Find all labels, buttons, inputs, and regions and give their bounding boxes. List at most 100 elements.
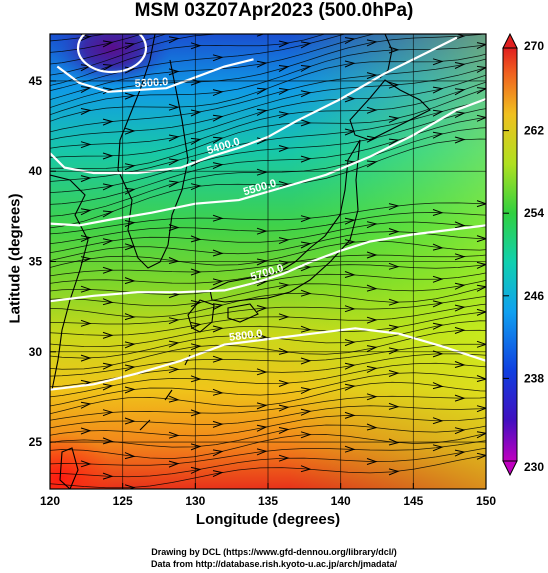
streamline <box>50 240 486 268</box>
wind-arrow <box>212 303 224 311</box>
colorbar-extend-min <box>502 460 518 477</box>
wind-arrow <box>476 405 486 413</box>
wind-arrow <box>168 340 180 348</box>
streamline <box>50 34 168 65</box>
wind-arrow <box>256 137 268 145</box>
wind-arrow <box>256 448 268 456</box>
streamline <box>50 295 486 325</box>
wind-arrow <box>169 14 178 20</box>
coastline-taiwan <box>59 447 79 489</box>
wind-arrow <box>278 454 290 462</box>
wind-arrow <box>476 340 486 348</box>
wind-arrow <box>454 427 466 435</box>
wind-arrow <box>168 317 180 325</box>
wind-arrow <box>190 343 202 351</box>
wind-arrow <box>278 111 290 119</box>
streamline <box>50 53 486 122</box>
streamline <box>50 74 486 149</box>
wind-arrow <box>212 136 224 144</box>
wind-arrow <box>389 19 398 25</box>
wind-arrow <box>432 322 444 330</box>
wind-arrow <box>476 235 486 243</box>
wind-arrow <box>190 137 202 145</box>
x-tick-label: 135 <box>258 494 278 508</box>
coastline-shikoku <box>227 303 259 323</box>
wind-arrow <box>366 160 378 168</box>
wind-arrow <box>278 87 290 95</box>
wind-arrow <box>80 401 92 409</box>
wind-arrow <box>124 277 136 285</box>
wind-arrow <box>278 427 290 434</box>
wind-arrow <box>102 64 114 71</box>
x-tick-label: 145 <box>403 494 423 508</box>
streamline <box>50 221 486 254</box>
wind-arrow <box>344 305 356 313</box>
wind-arrow <box>454 221 466 229</box>
coastline-china <box>50 174 89 391</box>
wind-arrow <box>454 449 466 457</box>
colorbar-tick-label: 270 <box>524 39 544 53</box>
y-tick-label: 30 <box>29 345 43 359</box>
wind-arrow <box>190 300 202 307</box>
contour-label: 5800.0 <box>228 328 263 344</box>
wind-arrow <box>80 141 92 149</box>
streamline <box>50 303 486 336</box>
wind-arrow <box>388 81 400 89</box>
wind-arrow <box>168 158 180 166</box>
streamline <box>50 212 486 245</box>
wind-arrow <box>388 262 400 270</box>
streamline <box>50 415 486 437</box>
wind-arrow <box>190 235 202 243</box>
wind-arrow <box>454 304 466 312</box>
wind-arrow <box>366 316 378 324</box>
wind-arrow <box>432 86 444 94</box>
wind-arrow <box>278 65 290 72</box>
wind-arrow <box>278 282 290 290</box>
contour-line <box>56 58 254 93</box>
wind-arrow <box>102 210 114 218</box>
x-tick-label: 140 <box>331 494 351 508</box>
streamline <box>50 58 486 133</box>
streamline <box>50 279 486 307</box>
wind-arrow <box>212 214 224 222</box>
wind-arrow <box>344 239 356 247</box>
wind-arrow <box>256 168 268 176</box>
wind-arrow <box>124 127 136 135</box>
x-axis-label: Longitude (degrees) <box>195 511 341 528</box>
x-tick-label: 130 <box>185 494 205 508</box>
coastline-japan-kyushu <box>187 299 215 333</box>
streamline <box>50 202 486 235</box>
wind-arrow <box>278 181 290 188</box>
wind-arrow <box>454 253 466 261</box>
wind-arrow <box>190 268 202 276</box>
streamline <box>50 320 486 359</box>
chart-title: MSM 03Z07Apr2023 (500.0hPa) <box>134 0 414 21</box>
wind-arrow <box>80 460 92 468</box>
streamline <box>50 117 486 205</box>
coastline-korea <box>117 34 189 269</box>
wind-arrow <box>190 42 202 50</box>
wind-arrow <box>366 106 378 114</box>
wind-arrow <box>256 227 268 235</box>
wind-arrow <box>388 347 400 355</box>
wind-arrow <box>366 135 378 143</box>
wind-arrow <box>432 417 444 425</box>
cold-core <box>52 34 172 86</box>
wind-arrow <box>278 404 290 412</box>
wind-arrow <box>80 235 92 243</box>
wind-arrow <box>366 251 378 259</box>
streamline <box>50 34 327 86</box>
streamline <box>50 440 486 466</box>
credit-line-data: Data from http://database.rish.kyoto-u.a… <box>150 559 398 569</box>
wind-arrow <box>300 41 312 49</box>
wind-arrow <box>124 452 136 460</box>
colorbar-tick-label: 238 <box>524 371 544 385</box>
wind-arrow <box>454 136 466 144</box>
wind-arrow <box>278 237 290 245</box>
wind-arrow <box>212 449 224 457</box>
wind-arrow <box>212 388 224 396</box>
wind-arrow <box>124 484 136 489</box>
wind-arrow <box>190 159 202 167</box>
wind-arrow <box>190 443 202 451</box>
wind-arrow <box>102 472 114 480</box>
